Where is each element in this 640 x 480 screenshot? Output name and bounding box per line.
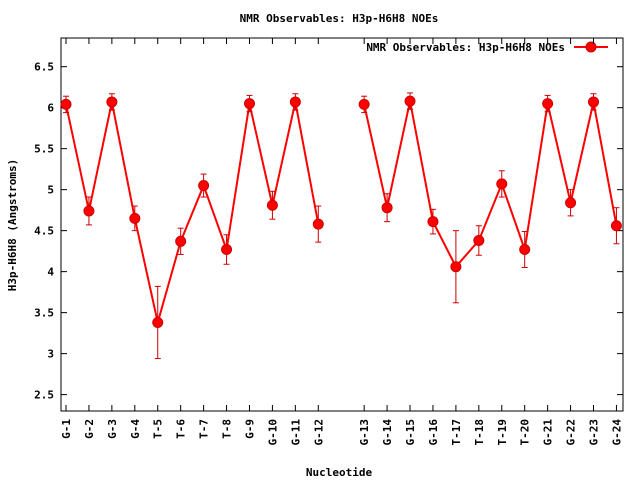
data-point (565, 197, 577, 209)
data-point (266, 199, 278, 211)
data-point (358, 98, 370, 110)
data-point (496, 178, 508, 190)
chart-title: NMR Observables: H3p-H6H8 NOEs (240, 12, 439, 25)
x-tick-label: T-6 (175, 419, 188, 439)
x-tick-label: G-11 (289, 419, 302, 446)
data-point (473, 234, 485, 246)
data-point (60, 98, 72, 110)
data-point (289, 96, 301, 108)
data-point (610, 220, 622, 232)
legend-marker (585, 41, 597, 53)
data-point (404, 95, 416, 107)
x-tick-label: G-22 (565, 419, 578, 446)
y-tick-label: 4 (47, 266, 54, 279)
data-point (198, 180, 210, 192)
x-axis-ticks: G-1 G-2 G-3 G-4 T-5 T-6 T-7 T-8 G-9 G-10 G-11 G-12 G… (60, 38, 623, 446)
x-tick-label: G-15 (404, 419, 417, 446)
data-point (588, 96, 600, 108)
data-point (312, 218, 324, 230)
data-point (427, 216, 439, 228)
y-tick-label: 6 (47, 102, 54, 115)
plot-frame (60, 37, 624, 412)
y-tick-label: 3.5 (34, 307, 54, 320)
x-tick-label: G-13 (358, 419, 371, 446)
y-tick-label: 5 (47, 184, 54, 197)
x-tick-label: T-17 (450, 419, 463, 446)
x-tick-label: G-16 (427, 419, 440, 446)
y-tick-label: 6.5 (34, 61, 54, 74)
y-axis-label: H3p-H6H8 (Angstroms) (6, 159, 19, 291)
x-tick-label: T-19 (496, 419, 509, 446)
data-point (243, 98, 255, 110)
data-point (152, 316, 164, 328)
y-tick-label: 5.5 (34, 143, 54, 156)
x-tick-label: T-5 (152, 419, 165, 439)
x-tick-label: G-10 (266, 419, 279, 446)
x-tick-label: G-9 (243, 419, 256, 439)
data-marks (60, 92, 622, 360)
x-tick-label: T-7 (198, 419, 211, 439)
x-tick-label: G-14 (381, 419, 394, 446)
data-point (129, 212, 141, 224)
x-tick-label: G-21 (542, 419, 555, 446)
x-tick-label: T-8 (221, 419, 234, 439)
data-point (175, 235, 187, 247)
series-line (65, 101, 320, 323)
x-axis-label: Nucleotide (306, 466, 373, 479)
series-line (363, 100, 618, 269)
x-tick-label: G-4 (129, 419, 142, 439)
y-tick-label: 3 (47, 348, 54, 361)
x-tick-label: G-12 (312, 419, 325, 446)
legend: NMR Observables: H3p-H6H8 NOEs (366, 41, 608, 54)
data-point (542, 98, 554, 110)
x-tick-label: G-23 (588, 419, 601, 446)
y-tick-label: 4.5 (34, 225, 54, 238)
x-tick-label: G-24 (610, 419, 623, 446)
data-point (450, 261, 462, 273)
data-point (106, 96, 118, 108)
data-point (519, 244, 531, 256)
x-tick-label: T-20 (519, 419, 532, 446)
data-point (221, 244, 233, 256)
data-point (381, 202, 393, 214)
x-tick-label: G-2 (83, 419, 96, 439)
data-point (83, 205, 95, 217)
x-tick-label: T-18 (473, 419, 486, 446)
x-tick-label: G-1 (60, 419, 73, 439)
x-tick-label: G-3 (106, 419, 119, 439)
y-tick-label: 2.5 (34, 389, 54, 402)
legend-label: NMR Observables: H3p-H6H8 NOEs (366, 41, 565, 54)
y-axis-ticks: 2.5 3 3.5 4 4.5 5 5.5 6 6.5 (34, 61, 623, 402)
